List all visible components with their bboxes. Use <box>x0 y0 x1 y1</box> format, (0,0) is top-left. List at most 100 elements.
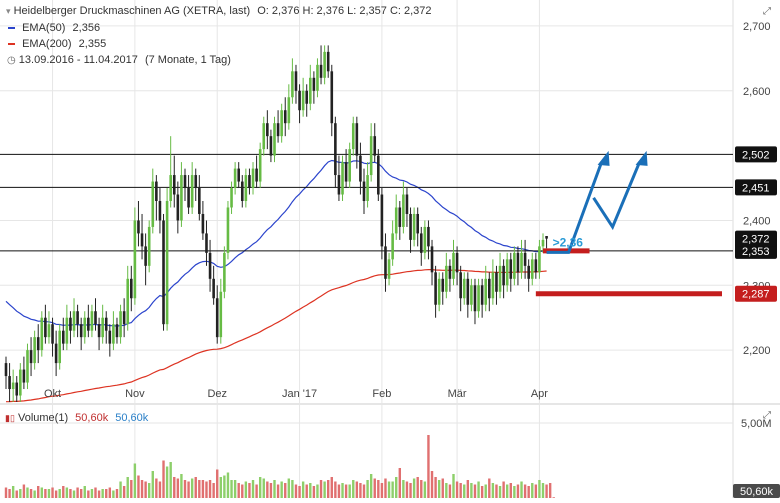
volume-bar <box>273 480 276 498</box>
instrument-header: ▾ Heidelberger Druckmaschinen AG (XETRA,… <box>6 5 432 17</box>
volume-bar <box>538 480 541 498</box>
volume-bar <box>341 483 344 498</box>
candle-up <box>180 175 183 221</box>
volume-bar <box>165 466 169 498</box>
expand-icon[interactable]: ⤢ <box>763 6 771 17</box>
volume-bar <box>502 481 505 498</box>
last-price-badge <box>735 230 777 247</box>
volume-bar <box>377 480 380 498</box>
candle-down <box>8 376 11 390</box>
y-tick-label: 2,400 <box>743 215 771 227</box>
forecast-arrow-1 <box>546 161 603 254</box>
candle-up <box>445 265 448 292</box>
volume-bar <box>58 489 61 498</box>
volume-bar <box>183 480 187 498</box>
candle-down <box>416 213 419 234</box>
candle-down <box>187 188 190 208</box>
candle-up <box>119 311 122 338</box>
volume-bar <box>309 483 312 498</box>
candle-down <box>122 311 126 325</box>
candle-up <box>11 382 15 390</box>
candle-down <box>172 175 176 195</box>
candle-down <box>76 311 79 325</box>
candle-down <box>344 162 348 182</box>
volume-bar <box>69 489 72 498</box>
candle-up <box>341 162 344 195</box>
volume-bar <box>463 484 466 498</box>
volume-bar <box>337 484 341 498</box>
level-badge-label: 2,353 <box>742 246 770 258</box>
volume-bar <box>437 480 441 498</box>
volume-bar <box>516 484 520 498</box>
candle-up <box>251 168 255 189</box>
volume-bar <box>280 481 283 498</box>
candle-up <box>470 285 473 305</box>
volume-bar <box>47 489 51 498</box>
volume-bar <box>298 486 301 498</box>
volume-bar <box>384 478 387 498</box>
volume-bar <box>291 480 294 498</box>
period-range: 13.09.2016 - 11.04.2017 <box>18 54 138 66</box>
volume-bar <box>29 489 33 498</box>
volume-bar <box>83 486 86 498</box>
volume-bar <box>173 477 176 498</box>
volume-bar <box>108 487 112 498</box>
level-badge-label: 2,502 <box>742 149 770 161</box>
volume-last-badge <box>733 484 780 498</box>
volume-bar <box>87 490 90 498</box>
candle-down <box>509 259 513 279</box>
candle-down <box>305 90 309 104</box>
candle-up <box>351 123 355 150</box>
candle-up <box>316 64 319 91</box>
candle-down <box>488 278 491 299</box>
candle-down <box>405 194 409 214</box>
candle-down <box>176 194 180 221</box>
x-tick-label: Dez <box>207 388 227 400</box>
x-tick-label: Apr <box>531 388 548 400</box>
candle-down <box>183 175 187 189</box>
candle-down <box>455 252 459 273</box>
volume-bar <box>391 481 394 498</box>
volume-bar <box>316 484 319 498</box>
candle-up <box>309 77 312 104</box>
candle-down <box>409 213 412 240</box>
volume-bar <box>548 483 552 498</box>
ema50-value: 2,356 <box>72 22 101 34</box>
volume-bar <box>148 483 151 498</box>
candle-down <box>140 233 144 247</box>
arrow-head-1 <box>597 150 610 166</box>
candle-up <box>412 213 416 240</box>
volume-bar <box>373 478 376 498</box>
candle-down <box>502 265 505 286</box>
candle-down <box>248 175 251 189</box>
candle-up <box>147 226 151 266</box>
volume-bar <box>72 490 76 498</box>
candle-down <box>362 181 366 201</box>
candle-up <box>391 233 394 260</box>
chart-menu-icon[interactable]: ▾ <box>6 6 11 16</box>
volume-bar <box>130 480 133 498</box>
candle-down <box>495 272 498 292</box>
red-markers <box>535 248 722 297</box>
volume-bar <box>495 484 498 498</box>
volume-bar <box>79 489 83 498</box>
volume-bar <box>284 483 287 498</box>
period-note: (7 Monate, 1 Tag) <box>144 54 231 66</box>
candle-down <box>523 252 527 266</box>
candle-up <box>505 259 509 286</box>
volume-bar <box>323 481 326 498</box>
panel-expand-icon[interactable]: ⤢ <box>763 410 771 421</box>
volume-bar <box>423 481 427 498</box>
volume-bar <box>223 475 226 498</box>
candle-up <box>530 259 534 279</box>
volume-bar <box>470 483 473 498</box>
candle-down <box>276 123 280 137</box>
candle-down <box>115 324 119 338</box>
volume-bar <box>488 478 491 498</box>
ema50-legend: EMA(50) 2,356 <box>8 22 100 34</box>
volume-bar <box>545 484 548 498</box>
volume-legend: ▮▯ Volume(1) 50,60k 50,60k <box>5 412 148 424</box>
candle-up <box>223 252 226 292</box>
